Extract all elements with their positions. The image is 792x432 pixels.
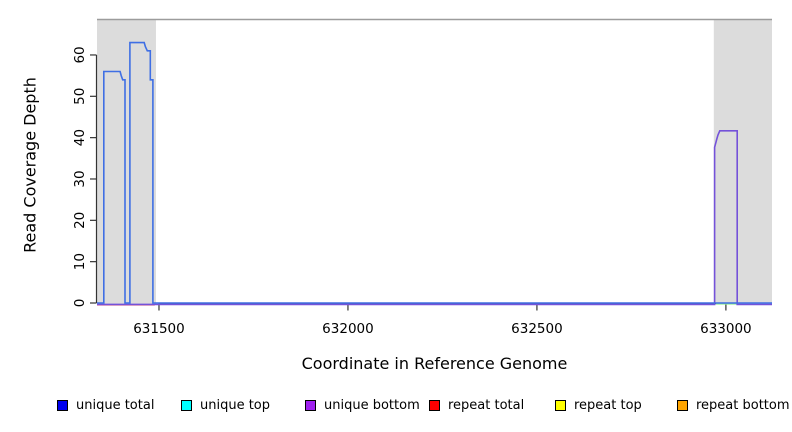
x-tick-label: 632500	[511, 321, 563, 337]
x-axis-title: Coordinate in Reference Genome	[301, 354, 568, 373]
legend-swatch	[555, 400, 566, 411]
y-tick-label: 60	[72, 46, 88, 63]
highlight-region	[97, 19, 156, 305]
legend-label: repeat top	[574, 398, 642, 413]
legend-item-unique-total: unique total	[57, 398, 154, 413]
y-tick-label: 50	[72, 88, 88, 105]
legend-swatch	[677, 400, 688, 411]
highlight-region	[713, 19, 772, 305]
coverage-chart: 631500 632000 632500 633000 0 10 20 30 40 50 60	[72, 18, 772, 337]
legend: unique total unique top unique bottom repea…	[0, 398, 792, 418]
legend-item-repeat-bottom: repeat bottom	[677, 398, 790, 413]
legend-swatch	[181, 400, 192, 411]
y-tick-label: 10	[72, 253, 88, 270]
legend-swatch	[305, 400, 316, 411]
x-tick-label: 631500	[133, 321, 185, 337]
legend-label: unique bottom	[324, 398, 420, 413]
x-tick-label: 633000	[700, 321, 752, 337]
legend-swatch	[429, 400, 440, 411]
y-tick-label: 20	[72, 212, 88, 229]
series-line-unique-total	[97, 41, 772, 304]
legend-item-repeat-total: repeat total	[429, 398, 524, 413]
y-axis-title: Read Coverage Depth	[20, 77, 40, 253]
series-line-unique-bottom	[97, 130, 772, 306]
legend-item-unique-bottom: unique bottom	[305, 398, 420, 413]
x-tick-label: 632000	[322, 321, 374, 337]
y-tick-label: 0	[72, 299, 88, 308]
y-tick-label: 40	[72, 129, 88, 146]
legend-label: unique top	[200, 398, 271, 413]
legend-label: repeat bottom	[696, 398, 790, 413]
legend-swatch	[57, 400, 68, 411]
legend-item-repeat-top: repeat top	[555, 398, 642, 413]
legend-label: unique total	[76, 398, 155, 413]
legend-item-unique-top: unique top	[181, 398, 270, 413]
legend-label: repeat total	[448, 398, 525, 413]
y-tick-label: 30	[72, 170, 88, 187]
